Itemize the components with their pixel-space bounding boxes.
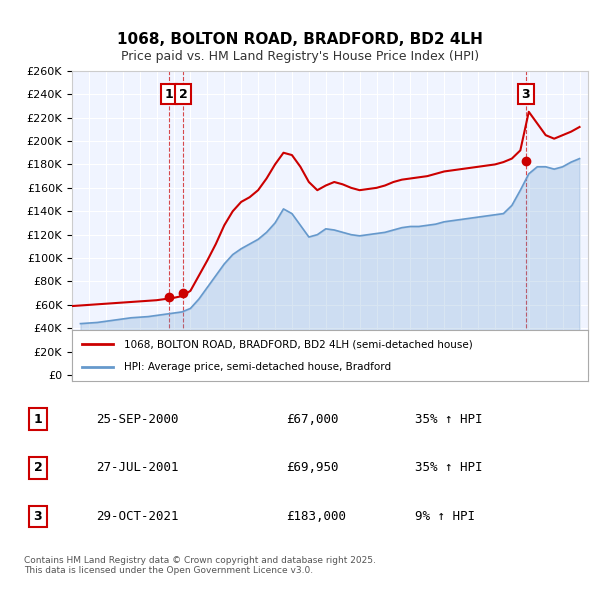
Text: 1: 1 — [164, 88, 173, 101]
Text: 1068, BOLTON ROAD, BRADFORD, BD2 4LH: 1068, BOLTON ROAD, BRADFORD, BD2 4LH — [117, 32, 483, 47]
Text: HPI: Average price, semi-detached house, Bradford: HPI: Average price, semi-detached house,… — [124, 362, 391, 372]
Text: 2: 2 — [34, 461, 43, 474]
Text: 3: 3 — [34, 510, 42, 523]
Text: 9% ↑ HPI: 9% ↑ HPI — [415, 510, 475, 523]
Text: Price paid vs. HM Land Registry's House Price Index (HPI): Price paid vs. HM Land Registry's House … — [121, 50, 479, 63]
Text: £67,000: £67,000 — [286, 412, 339, 426]
Text: 2: 2 — [179, 88, 188, 101]
Text: 35% ↑ HPI: 35% ↑ HPI — [415, 461, 482, 474]
Text: 29-OCT-2021: 29-OCT-2021 — [97, 510, 179, 523]
Text: 35% ↑ HPI: 35% ↑ HPI — [415, 412, 482, 426]
Text: £69,950: £69,950 — [286, 461, 339, 474]
Text: £183,000: £183,000 — [286, 510, 346, 523]
Text: Contains HM Land Registry data © Crown copyright and database right 2025.
This d: Contains HM Land Registry data © Crown c… — [24, 556, 376, 575]
Text: 1: 1 — [34, 412, 43, 426]
Text: 25-SEP-2000: 25-SEP-2000 — [97, 412, 179, 426]
Text: 3: 3 — [521, 88, 530, 101]
Text: 1068, BOLTON ROAD, BRADFORD, BD2 4LH (semi-detached house): 1068, BOLTON ROAD, BRADFORD, BD2 4LH (se… — [124, 339, 472, 349]
Text: 27-JUL-2001: 27-JUL-2001 — [97, 461, 179, 474]
